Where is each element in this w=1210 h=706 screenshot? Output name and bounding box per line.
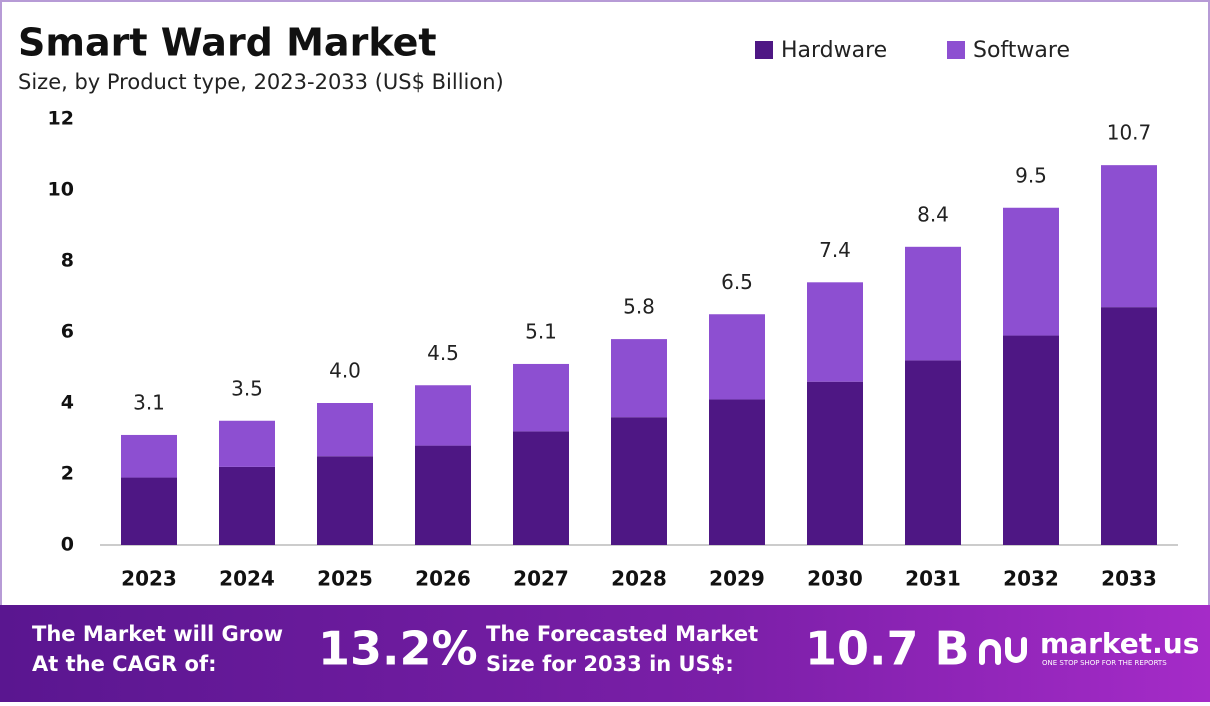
legend-label: Software bbox=[973, 38, 1070, 63]
bar-segment bbox=[709, 399, 765, 545]
cagr-value: 13.2% bbox=[318, 622, 478, 676]
bar-segment bbox=[709, 314, 765, 400]
x-tick-label: 2024 bbox=[219, 567, 275, 591]
x-tick-label: 2026 bbox=[415, 567, 471, 591]
bar-segment bbox=[1003, 335, 1059, 545]
chart-title: Smart Ward Market bbox=[18, 21, 437, 65]
bar-segment bbox=[905, 360, 961, 545]
bar-segment bbox=[317, 456, 373, 545]
size-value: 10.7 B bbox=[805, 622, 970, 676]
size-label: Size for 2033 in US$: bbox=[486, 652, 734, 676]
total-label: 6.5 bbox=[721, 270, 753, 294]
y-tick-label: 6 bbox=[61, 321, 74, 343]
total-label: 5.8 bbox=[623, 295, 655, 319]
x-tick-label: 2023 bbox=[121, 567, 177, 591]
bar-segment bbox=[1003, 207, 1059, 336]
x-tick-label: 2029 bbox=[709, 567, 765, 591]
bar-segment bbox=[121, 434, 177, 478]
bar-segment bbox=[1101, 165, 1157, 308]
total-label: 7.4 bbox=[819, 238, 851, 262]
cagr-label: At the CAGR of: bbox=[32, 652, 217, 676]
x-tick-label: 2032 bbox=[1003, 567, 1059, 591]
bar-segment bbox=[317, 403, 373, 457]
bar-segment bbox=[513, 431, 569, 545]
y-tick-label: 0 bbox=[61, 534, 74, 556]
bar-segment bbox=[219, 420, 275, 467]
plot: 0 2 4 6 8 10 12 Hardware Software 3.1 2023 3.5 2024 4… bbox=[48, 38, 1178, 591]
bar-segment bbox=[121, 477, 177, 545]
bar-segment bbox=[1101, 307, 1157, 545]
bar-segment bbox=[611, 339, 667, 418]
x-tick-label: 2030 bbox=[807, 567, 863, 591]
x-tick-label: 2031 bbox=[905, 567, 961, 591]
bar-segment bbox=[807, 381, 863, 545]
y-tick-label: 8 bbox=[61, 250, 74, 272]
bar-segment bbox=[415, 445, 471, 545]
brand-logo bbox=[979, 637, 1027, 665]
bar-segment bbox=[611, 417, 667, 545]
total-label: 4.0 bbox=[329, 359, 361, 383]
x-tick-label: 2033 bbox=[1101, 567, 1157, 591]
total-label: 4.5 bbox=[427, 341, 459, 365]
x-tick-label: 2027 bbox=[513, 567, 569, 591]
bar-segment bbox=[219, 466, 275, 545]
chart-subtitle: Size, by Product type, 2023-2033 (US$ Bi… bbox=[18, 70, 504, 94]
bar-segment bbox=[905, 246, 961, 361]
legend-swatch bbox=[755, 41, 773, 59]
total-label: 3.5 bbox=[231, 376, 263, 400]
legend-label: Hardware bbox=[781, 38, 887, 63]
legend-swatch bbox=[947, 41, 965, 59]
total-label: 9.5 bbox=[1015, 163, 1047, 187]
y-tick-label: 4 bbox=[61, 392, 74, 414]
x-tick-label: 2025 bbox=[317, 567, 373, 591]
y-tick-label: 12 bbox=[48, 108, 74, 130]
y-tick-label: 10 bbox=[48, 179, 74, 201]
total-label: 5.1 bbox=[525, 319, 557, 343]
total-label: 10.7 bbox=[1107, 121, 1152, 145]
brand-tagline: ONE STOP SHOP FOR THE REPORTS bbox=[1042, 659, 1167, 667]
total-label: 8.4 bbox=[917, 202, 949, 226]
brand: market.us bbox=[1040, 627, 1199, 660]
bar-segment bbox=[415, 385, 471, 446]
total-label: 3.1 bbox=[133, 390, 165, 414]
x-tick-label: 2028 bbox=[611, 567, 667, 591]
y-tick-label: 2 bbox=[61, 463, 74, 485]
bar-segment bbox=[513, 363, 569, 432]
bar-segment bbox=[807, 282, 863, 382]
size-label: The Forecasted Market bbox=[486, 622, 758, 646]
cagr-label: The Market will Grow bbox=[32, 622, 283, 646]
